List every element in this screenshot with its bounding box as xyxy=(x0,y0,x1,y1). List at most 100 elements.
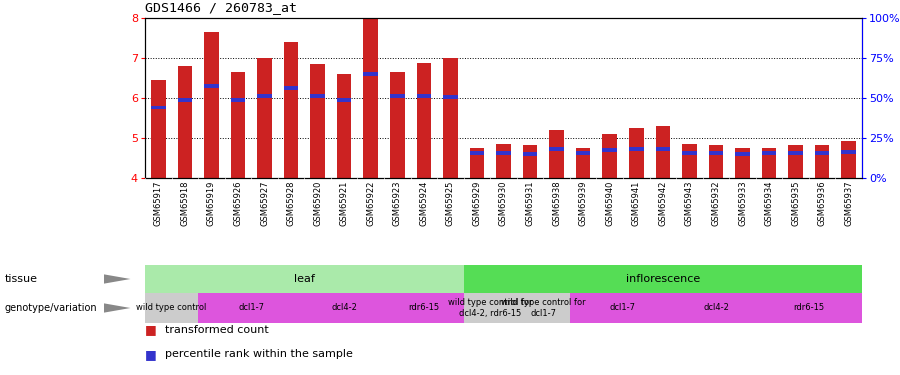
Text: GDS1466 / 260783_at: GDS1466 / 260783_at xyxy=(145,1,297,14)
Text: GSM65922: GSM65922 xyxy=(366,181,375,226)
Bar xyxy=(145,293,198,323)
Text: GSM65933: GSM65933 xyxy=(738,181,747,226)
Bar xyxy=(230,98,245,102)
Text: GSM65938: GSM65938 xyxy=(552,181,561,226)
Bar xyxy=(496,144,511,178)
Bar xyxy=(177,98,192,102)
Text: transformed count: transformed count xyxy=(165,325,268,335)
Text: GSM65918: GSM65918 xyxy=(180,181,189,226)
Bar xyxy=(417,94,431,98)
Bar xyxy=(198,293,304,323)
Text: wild type control for
dcl4-2, rdr6-15: wild type control for dcl4-2, rdr6-15 xyxy=(448,298,533,318)
Bar xyxy=(629,128,643,178)
Bar xyxy=(788,151,803,154)
Text: rdr6-15: rdr6-15 xyxy=(409,303,439,312)
Bar xyxy=(735,148,750,178)
Bar xyxy=(470,148,484,178)
Bar xyxy=(523,152,537,156)
Bar xyxy=(602,148,617,152)
Text: GSM65943: GSM65943 xyxy=(685,181,694,226)
Text: GSM65929: GSM65929 xyxy=(472,181,482,226)
Bar xyxy=(842,150,856,154)
Bar xyxy=(257,58,272,178)
Text: inflorescence: inflorescence xyxy=(626,274,700,284)
Text: GSM65928: GSM65928 xyxy=(286,181,295,226)
Bar xyxy=(602,134,617,178)
Text: GSM65937: GSM65937 xyxy=(844,181,853,226)
Polygon shape xyxy=(104,303,130,313)
Bar xyxy=(761,151,777,154)
Bar xyxy=(304,293,384,323)
Bar xyxy=(390,94,405,98)
Bar xyxy=(708,145,724,178)
Text: tissue: tissue xyxy=(4,274,38,284)
Text: wild type control: wild type control xyxy=(137,303,207,312)
Bar xyxy=(708,151,724,154)
Bar xyxy=(496,152,511,155)
Text: GSM65925: GSM65925 xyxy=(446,181,454,226)
Bar xyxy=(443,58,458,178)
Bar xyxy=(151,80,166,178)
Bar xyxy=(417,63,431,178)
Bar xyxy=(204,84,219,88)
Bar xyxy=(735,152,750,156)
Text: GSM65934: GSM65934 xyxy=(765,181,774,226)
Text: GSM65921: GSM65921 xyxy=(339,181,348,226)
Bar xyxy=(470,152,484,155)
Text: leaf: leaf xyxy=(294,274,315,284)
Bar xyxy=(814,151,830,154)
Bar xyxy=(682,144,697,178)
Bar xyxy=(682,152,697,155)
Bar xyxy=(629,147,643,151)
Text: genotype/variation: genotype/variation xyxy=(4,303,97,313)
Text: GSM65940: GSM65940 xyxy=(605,181,614,226)
Bar xyxy=(576,152,590,155)
Text: rdr6-15: rdr6-15 xyxy=(793,303,824,312)
Bar xyxy=(337,74,352,178)
Bar xyxy=(549,130,564,178)
Bar xyxy=(337,98,352,102)
Bar xyxy=(390,72,405,178)
Bar xyxy=(676,293,756,323)
Bar xyxy=(549,147,564,151)
Text: dcl4-2: dcl4-2 xyxy=(703,303,729,312)
Text: GSM65919: GSM65919 xyxy=(207,181,216,226)
Bar xyxy=(655,126,670,178)
Bar xyxy=(310,64,325,178)
Bar xyxy=(761,148,777,178)
Bar xyxy=(788,145,803,178)
Text: GSM65935: GSM65935 xyxy=(791,181,800,226)
Text: GSM65920: GSM65920 xyxy=(313,181,322,226)
Bar xyxy=(756,293,862,323)
Text: GSM65941: GSM65941 xyxy=(632,181,641,226)
Text: ■: ■ xyxy=(145,348,157,361)
Bar xyxy=(257,94,272,98)
Text: dcl4-2: dcl4-2 xyxy=(331,303,357,312)
Bar xyxy=(517,293,570,323)
Bar xyxy=(204,32,219,178)
Text: ■: ■ xyxy=(145,324,157,336)
Bar xyxy=(230,72,245,178)
Bar xyxy=(384,293,464,323)
Text: wild type control for
dcl1-7: wild type control for dcl1-7 xyxy=(501,298,586,318)
Bar xyxy=(842,141,856,178)
Bar xyxy=(151,106,166,109)
Text: dcl1-7: dcl1-7 xyxy=(610,303,636,312)
Bar xyxy=(464,293,517,323)
Bar xyxy=(814,145,830,178)
Text: GSM65926: GSM65926 xyxy=(233,181,242,226)
Text: GSM65930: GSM65930 xyxy=(499,181,508,226)
Bar xyxy=(576,148,590,178)
Bar xyxy=(443,95,458,99)
Bar xyxy=(284,86,299,90)
Bar xyxy=(364,72,378,76)
Bar xyxy=(284,42,299,178)
Bar xyxy=(145,265,464,293)
Text: GSM65939: GSM65939 xyxy=(579,181,588,226)
Text: GSM65917: GSM65917 xyxy=(154,181,163,226)
Text: GSM65936: GSM65936 xyxy=(818,181,827,226)
Text: dcl1-7: dcl1-7 xyxy=(238,303,265,312)
Text: GSM65942: GSM65942 xyxy=(658,181,667,226)
Text: GSM65924: GSM65924 xyxy=(419,181,428,226)
Bar xyxy=(310,94,325,98)
